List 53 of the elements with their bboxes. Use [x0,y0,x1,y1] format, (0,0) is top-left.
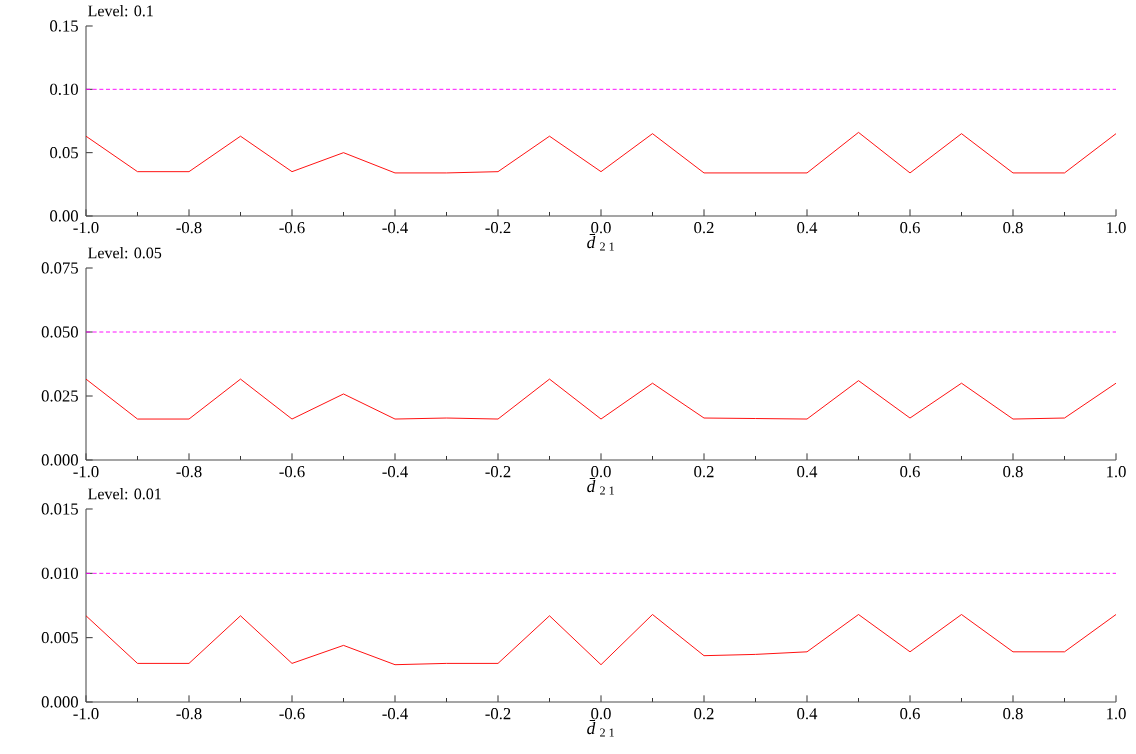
y-tick-label: 0.010 [41,567,78,579]
x-tick-label: 1.0 [1107,708,1126,720]
chart-title: Level: 0.01 [88,488,161,500]
y-tick-label: 0.015 [41,503,78,515]
x-tick-label: -0.8 [176,708,202,720]
x-tick-label: 0.2 [694,466,714,478]
x-tick-label: -1.0 [73,222,99,234]
x-tick-label: 0.0 [591,222,611,234]
x-tick-label: -0.8 [176,466,202,478]
x-tick-label: -1.0 [73,466,99,478]
x-tick-label: 0.2 [694,222,714,234]
x-tick-label: -0.6 [279,466,305,478]
chart-title: Level: 0.05 [88,247,162,259]
x-tick-label: -0.4 [382,466,408,478]
x-tick-label: 0.6 [900,222,920,234]
y-tick-label: 0.075 [41,262,78,274]
x-tick-label: 0.4 [797,466,818,478]
y-tick-label: 0.025 [41,390,78,402]
x-tick-label: -0.6 [279,708,305,720]
x-tick-label: -0.4 [382,222,408,234]
x-tick-label: -0.2 [485,466,511,478]
x-tick-label: -0.2 [485,222,511,234]
x-axis-title: d̄$_{2 1}$ [587,720,614,737]
y-tick-label: 0.10 [50,83,78,95]
x-tick-label: 0.8 [1003,222,1023,234]
line-series [85,378,1117,420]
x-tick-label: 0.2 [694,708,714,720]
x-tick-label: 1.0 [1107,222,1126,234]
x-tick-label: 0.6 [900,708,920,720]
x-tick-label: -0.8 [176,222,202,234]
x-tick-label: -0.6 [279,222,305,234]
x-tick-label: 1.0 [1107,466,1126,478]
x-tick-label: 0.4 [797,708,818,720]
x-tick-label: 0.6 [900,466,920,478]
y-tick-label: 0.000 [41,454,78,466]
line-series [85,614,1117,666]
x-tick-label: 0.0 [591,708,611,720]
y-tick-label: 0.005 [41,632,78,644]
x-axis-title: d̄$_{2 1}$ [587,478,614,495]
x-tick-label: -0.4 [382,708,408,720]
x-tick-label: 0.8 [1003,708,1023,720]
x-tick-label: -1.0 [73,708,99,720]
y-tick-label: 0.000 [41,696,78,708]
y-tick-label: 0.05 [50,147,78,159]
x-tick-label: 0.8 [1003,466,1023,478]
x-tick-label: -0.2 [485,708,511,720]
y-tick-label: 0.050 [41,326,78,338]
y-tick-label: 0.00 [50,210,78,222]
x-tick-label: 0.0 [591,466,611,478]
y-tick-label: 0.15 [50,20,78,32]
chart-title: Level: 0.1 [88,5,153,17]
x-axis-title: d̄$_{2 1}$ [587,234,614,251]
x-tick-label: 0.4 [797,222,818,234]
